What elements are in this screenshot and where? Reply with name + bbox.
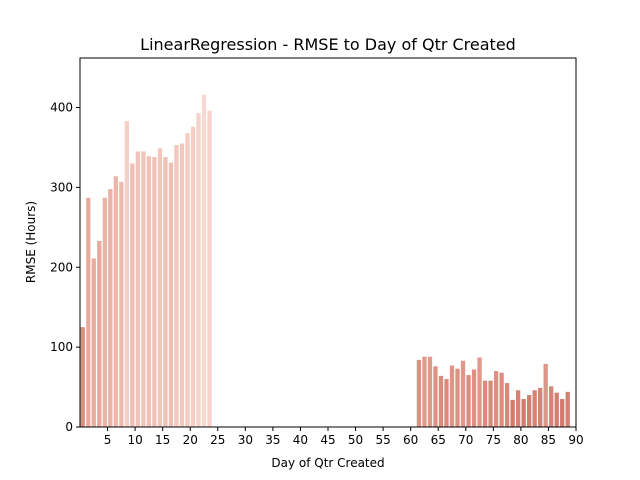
bar-day-22: [201, 94, 207, 428]
x-tick-label: 35: [265, 433, 280, 447]
bar-day-79: [515, 390, 521, 427]
bar-day-82: [532, 390, 537, 427]
bar-day-71: [471, 369, 477, 427]
bar-day-74: [488, 380, 493, 427]
y-tick-label: 0: [65, 420, 73, 434]
bar-day-83: [538, 387, 543, 427]
y-tick-label: 300: [50, 180, 73, 194]
bar-day-87: [560, 399, 565, 427]
bar-day-14: [157, 148, 163, 427]
bar-day-13: [152, 157, 157, 428]
bar-day-7: [119, 181, 124, 427]
x-tick-label: 40: [293, 433, 308, 447]
y-tick-label: 200: [50, 260, 73, 274]
x-tick-label: 60: [403, 433, 418, 447]
bar-day-73: [482, 380, 488, 427]
bar-day-1: [86, 197, 91, 427]
bar-day-5: [108, 188, 113, 427]
x-tick-label: 45: [320, 433, 335, 447]
bar-day-23: [207, 110, 212, 428]
bar-day-2: [91, 258, 96, 427]
bar-day-20: [190, 126, 196, 427]
bar-day-11: [141, 151, 146, 427]
bar-day-77: [504, 383, 510, 427]
x-tick-label: 55: [375, 433, 390, 447]
bar-day-75: [493, 371, 499, 427]
bar-day-68: [455, 368, 460, 427]
bar-day-0: [80, 327, 85, 427]
x-tick-label: 25: [210, 433, 225, 447]
bar-day-78: [510, 399, 515, 427]
x-tick-label: 20: [183, 433, 198, 447]
x-tick-label: 5: [104, 433, 112, 447]
bar-day-8: [124, 121, 129, 427]
x-tick-label: 50: [348, 433, 363, 447]
bar-day-63: [427, 356, 433, 427]
bar-day-76: [499, 372, 504, 427]
bar-day-9: [130, 163, 135, 427]
bar-day-65: [438, 375, 444, 427]
x-tick-label: 30: [238, 433, 253, 447]
bar-day-80: [521, 399, 526, 427]
chart-title: LinearRegression - RMSE to Day of Qtr Cr…: [140, 35, 516, 54]
plot-frame: [79, 57, 577, 428]
x-tick-label: 80: [513, 433, 528, 447]
x-tick-label: 85: [541, 433, 556, 447]
x-tick-label: 75: [486, 433, 501, 447]
bar-day-69: [460, 360, 466, 427]
bar-day-16: [168, 162, 174, 427]
x-tick-label: 15: [155, 433, 170, 447]
bar-day-66: [444, 379, 449, 427]
bar-day-19: [185, 133, 190, 427]
bar-day-70: [466, 375, 471, 427]
bar-day-18: [179, 143, 185, 427]
x-axis-ticks: 5 10 15 20 25 30 35 40 45 50 55 60 65 70 75 80 85 90: [104, 427, 584, 447]
x-tick-label: 65: [431, 433, 446, 447]
bar-day-85: [549, 386, 554, 427]
x-tick-label: 70: [458, 433, 473, 447]
bar-day-86: [554, 392, 559, 427]
bar-day-12: [146, 156, 152, 428]
bar-day-67: [449, 365, 455, 427]
bar-day-21: [196, 113, 201, 428]
x-tick-label: 90: [568, 433, 583, 447]
bar-day-88: [565, 391, 570, 427]
y-tick-label: 400: [50, 101, 73, 115]
bar-day-17: [174, 145, 179, 427]
bar-day-62: [422, 356, 427, 427]
x-tick-label: 10: [127, 433, 142, 447]
bar-day-61: [416, 359, 422, 427]
y-axis-ticks: 0 100 200 300 400: [50, 101, 80, 434]
y-tick-label: 100: [50, 340, 73, 354]
bar-day-81: [527, 395, 532, 427]
bar-day-64: [433, 366, 438, 427]
bars-group: [80, 94, 570, 428]
bar-day-6: [113, 176, 118, 427]
bar-day-4: [102, 197, 107, 427]
bar-day-15: [163, 157, 168, 428]
bar-day-10: [135, 151, 141, 427]
bar-day-84: [543, 363, 548, 427]
y-axis-label: RMSE (Hours): [24, 201, 38, 283]
bar-day-3: [97, 240, 102, 427]
bar-day-72: [477, 357, 482, 427]
x-axis-label: Day of Qtr Created: [271, 456, 384, 470]
